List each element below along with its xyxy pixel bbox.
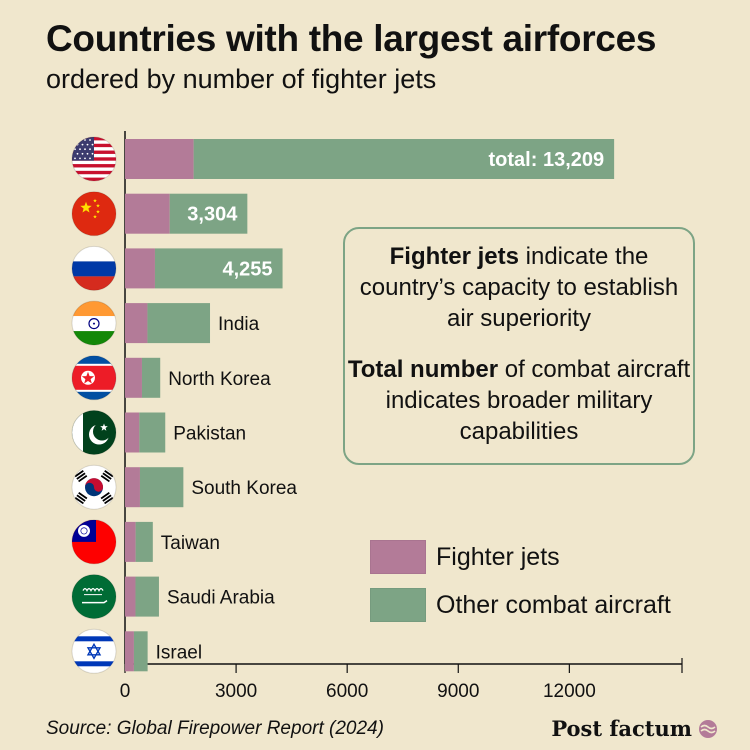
- bar-fighter-jets: [125, 139, 194, 179]
- bar-other-aircraft: [193, 139, 615, 179]
- bar-fighter-jets: [125, 631, 134, 672]
- bar-fighter-jets: [125, 576, 136, 617]
- saudi-arabia-flag-icon: [71, 574, 117, 620]
- bar-group-south-korea: South Korea: [125, 467, 297, 508]
- legend-label-other: Other combat aircraft: [436, 590, 671, 619]
- bar-other-aircraft: [135, 521, 153, 562]
- chart-subtitle: ordered by number of fighter jets: [46, 64, 437, 94]
- brand-name: Post factum: [551, 716, 692, 741]
- bar-group-russia: 4,255: [125, 248, 283, 289]
- bar-other-aircraft: [147, 303, 211, 344]
- bar-value-label: 4,255: [223, 258, 273, 280]
- legend-label-fighter: Fighter jets: [436, 542, 560, 571]
- bar-group-usa: total: 13,209: [125, 139, 615, 179]
- bar-category-label: North Korea: [168, 369, 271, 390]
- bar-group-israel: Israel: [125, 631, 202, 672]
- x-tick-label-2: 6000: [326, 681, 368, 702]
- bar-fighter-jets: [125, 303, 148, 344]
- wave-logo-icon: [699, 719, 717, 738]
- legend: Fighter jets Other combat aircraft: [370, 540, 671, 636]
- bar-other-aircraft: [169, 193, 248, 234]
- north-korea-flag-icon: [71, 355, 117, 401]
- bar-fighter-jets: [125, 467, 140, 508]
- chart-title: Countries with the largest airforces: [46, 18, 657, 59]
- russia-flag-icon: [71, 245, 117, 291]
- bar-category-label: Taiwan: [161, 533, 220, 554]
- legend-item-other: Other combat aircraft: [370, 588, 671, 622]
- bar-value-label: 3,304: [187, 204, 238, 226]
- bar-other-aircraft: [139, 467, 184, 508]
- bar-fighter-jets: [125, 412, 140, 453]
- bar-other-aircraft: [154, 248, 283, 289]
- x-tick-label-4: 12000: [543, 681, 596, 702]
- info-note-box: Fighter jets indicate the country’s capa…: [343, 227, 695, 465]
- x-tick-label-1: 3000: [215, 681, 257, 702]
- source-note: Source: Global Firepower Report (2024): [46, 718, 384, 739]
- bar-group-pakistan: Pakistan: [125, 412, 246, 453]
- note-p2-text: of combat aircraft indicates broader mil…: [385, 356, 691, 445]
- israel-flag-icon: [71, 628, 117, 674]
- india-flag-icon: [71, 300, 117, 346]
- bar-category-label: India: [218, 314, 260, 335]
- bar-category-label: Saudi Arabia: [167, 588, 275, 609]
- taiwan-flag-icon: [71, 519, 117, 565]
- x-tick-label-0: 0: [120, 681, 131, 702]
- bar-other-aircraft: [133, 631, 148, 672]
- bar-other-aircraft: [139, 412, 166, 453]
- x-tick-label-3: 9000: [437, 681, 479, 702]
- bar-fighter-jets: [125, 357, 142, 398]
- south-korea-flag-icon: [71, 464, 117, 510]
- note-p1-bold: Fighter jets: [389, 243, 519, 270]
- bar-fighter-jets: [125, 193, 170, 234]
- legend-swatch-other: [370, 588, 426, 622]
- note-p2-bold: Total number: [347, 356, 499, 383]
- bar-group-north-korea: North Korea: [125, 357, 271, 398]
- legend-item-fighter: Fighter jets: [370, 540, 671, 574]
- bar-group-india: India: [125, 303, 260, 344]
- china-flag-icon: [71, 191, 117, 237]
- bar-group-china: 3,304: [125, 193, 248, 234]
- bar-fighter-jets: [125, 521, 136, 562]
- us-flag-icon: [71, 136, 117, 182]
- note-p1-text: indicate the country’s capacity to estab…: [359, 243, 679, 332]
- bar-other-aircraft: [141, 357, 161, 398]
- bar-group-taiwan: Taiwan: [125, 521, 220, 562]
- brand-logo: Post factum: [551, 716, 718, 741]
- bar-fighter-jets: [125, 248, 155, 289]
- bar-group-saudi-arabia: Saudi Arabia: [125, 576, 275, 617]
- bar-category-label: Pakistan: [173, 424, 246, 445]
- bar-value-label: total: 13,209: [489, 149, 605, 171]
- bar-category-label: Israel: [156, 642, 202, 663]
- legend-swatch-fighter: [370, 540, 426, 574]
- pakistan-flag-icon: [71, 410, 117, 455]
- bar-category-label: South Korea: [191, 478, 297, 499]
- bar-other-aircraft: [135, 576, 159, 617]
